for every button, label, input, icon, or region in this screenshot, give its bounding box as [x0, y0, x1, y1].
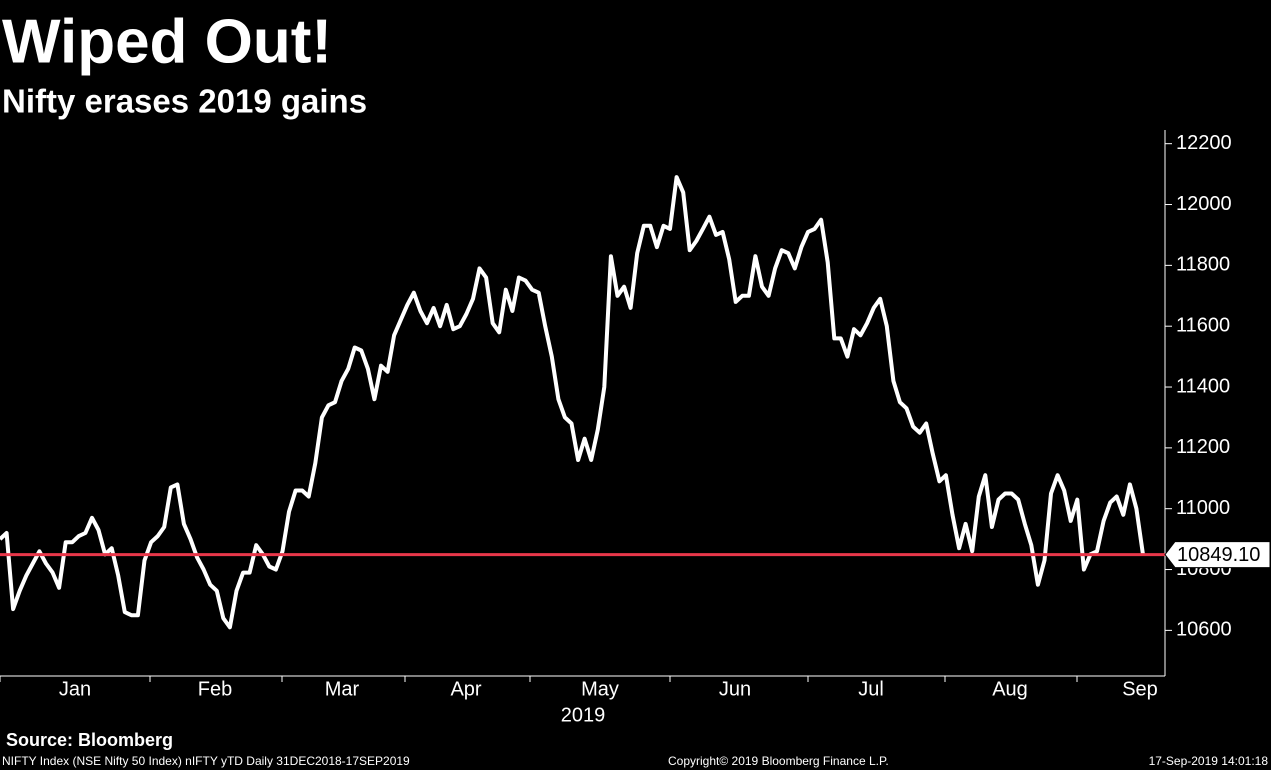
x-tick-label: Jul	[858, 678, 884, 700]
x-tick-label: Jan	[59, 678, 91, 700]
y-tick-label: 11400	[1176, 375, 1230, 397]
x-tick-label: May	[581, 678, 619, 700]
copyright: Copyright© 2019 Bloomberg Finance L.P.	[668, 754, 889, 768]
timestamp: 17-Sep-2019 14:01:18	[1149, 754, 1269, 768]
x-tick-label: Sep	[1122, 678, 1158, 700]
x-tick-label: Mar	[325, 678, 360, 700]
price-tag-label: 10849.10	[1177, 544, 1260, 566]
y-tick-label: 12000	[1176, 193, 1232, 215]
x-tick-label: Jun	[719, 678, 751, 700]
price-line	[0, 175, 1145, 630]
y-tick-label: 12200	[1176, 132, 1232, 154]
y-tick-label: 10600	[1176, 619, 1232, 641]
y-tick-label: 11000	[1176, 497, 1230, 519]
y-tick-label: 11200	[1176, 436, 1230, 458]
year-label: 2019	[561, 704, 606, 726]
chart-title: Wiped Out!	[2, 7, 332, 76]
x-tick-label: Feb	[198, 678, 232, 700]
x-tick-label: Apr	[450, 678, 481, 700]
chart-subtitle: Nifty erases 2019 gains	[2, 83, 367, 120]
y-tick-label: 11800	[1176, 254, 1230, 276]
source: Source: Bloomberg	[6, 730, 173, 750]
y-tick-label: 11600	[1176, 314, 1230, 336]
price-tag	[1164, 541, 1271, 569]
footnote: NIFTY Index (NSE Nifty 50 Index) nIFTY y…	[2, 754, 410, 768]
x-tick-label: Aug	[992, 678, 1028, 700]
